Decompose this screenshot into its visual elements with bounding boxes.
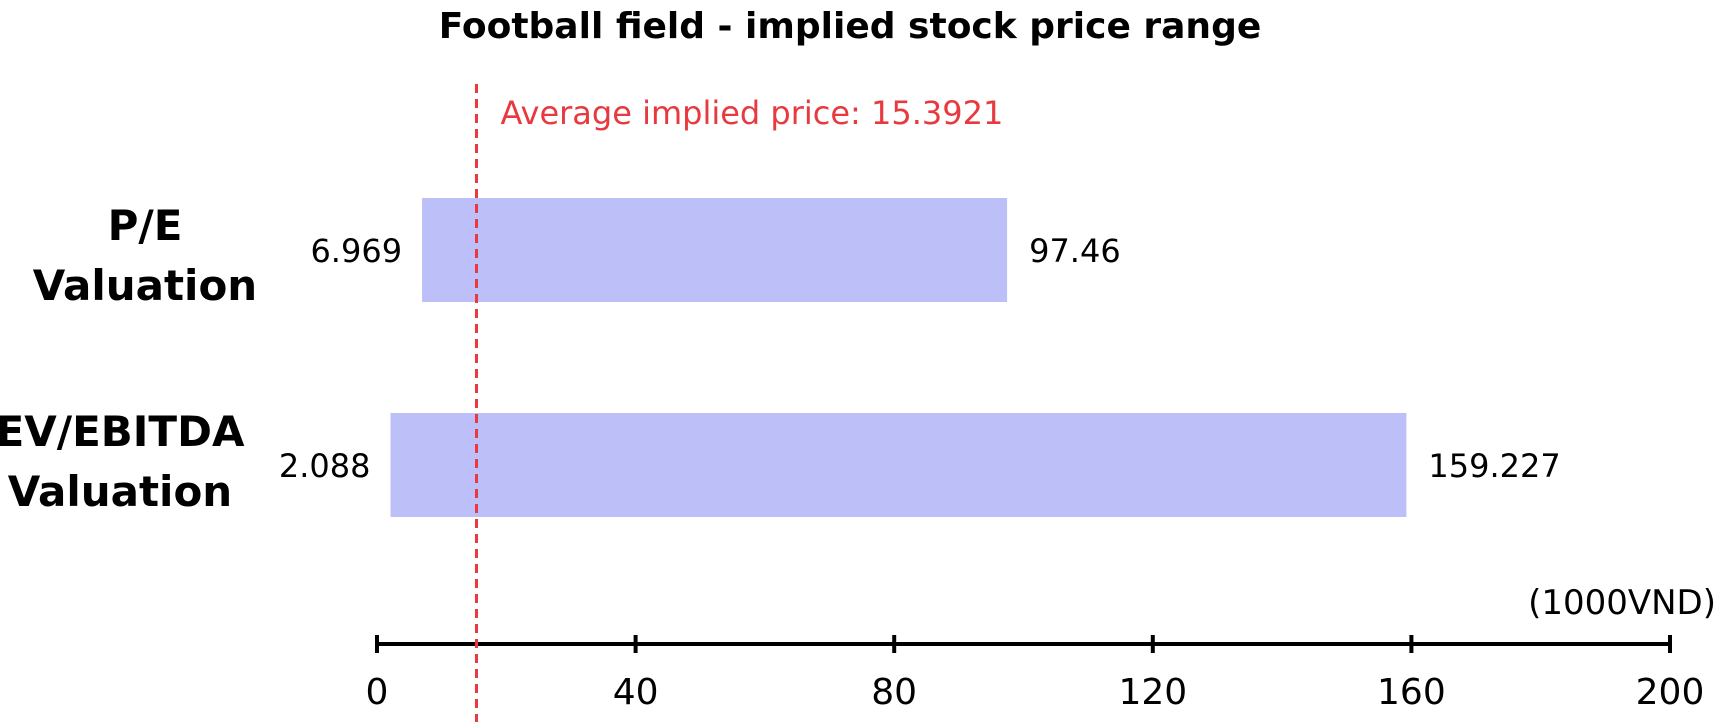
- category-label: Valuation: [33, 261, 257, 310]
- x-tick-label: 160: [1377, 672, 1446, 713]
- category-label: EV/EBITDA: [0, 407, 245, 456]
- category-label: P/E: [108, 201, 183, 250]
- bars-layer: 6.969 97.46 P/E Valuation 2.088 159.227 EV/EBI…: [0, 198, 1561, 517]
- high-value-label: 97.46: [1029, 232, 1121, 270]
- low-value-label: 6.969: [310, 232, 402, 270]
- reference-layer: Average implied price: 15.3921: [475, 84, 1004, 722]
- x-tick-label: 200: [1636, 672, 1705, 713]
- x-tick-label: 0: [366, 672, 389, 713]
- category-label: Valuation: [8, 467, 232, 516]
- x-tick-label: 40: [613, 672, 659, 713]
- x-axis: 0 40 80 120 160 200: [366, 635, 1705, 713]
- high-value-label: 159.227: [1428, 447, 1560, 485]
- x-tick-label: 80: [871, 672, 917, 713]
- unit-label: (1000VND): [1528, 583, 1716, 623]
- x-tick-label: 120: [1118, 672, 1187, 713]
- low-value-label: 2.088: [279, 447, 371, 485]
- chart-title: Football field - implied stock price ran…: [439, 6, 1262, 47]
- average-reference-label: Average implied price: 15.3921: [501, 94, 1004, 132]
- range-bar: [422, 198, 1008, 302]
- range-bar: [390, 413, 1407, 517]
